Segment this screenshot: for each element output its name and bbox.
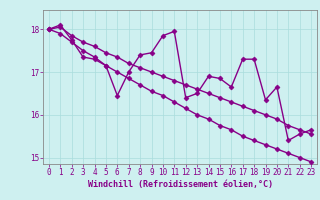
X-axis label: Windchill (Refroidissement éolien,°C): Windchill (Refroidissement éolien,°C) bbox=[87, 180, 273, 189]
